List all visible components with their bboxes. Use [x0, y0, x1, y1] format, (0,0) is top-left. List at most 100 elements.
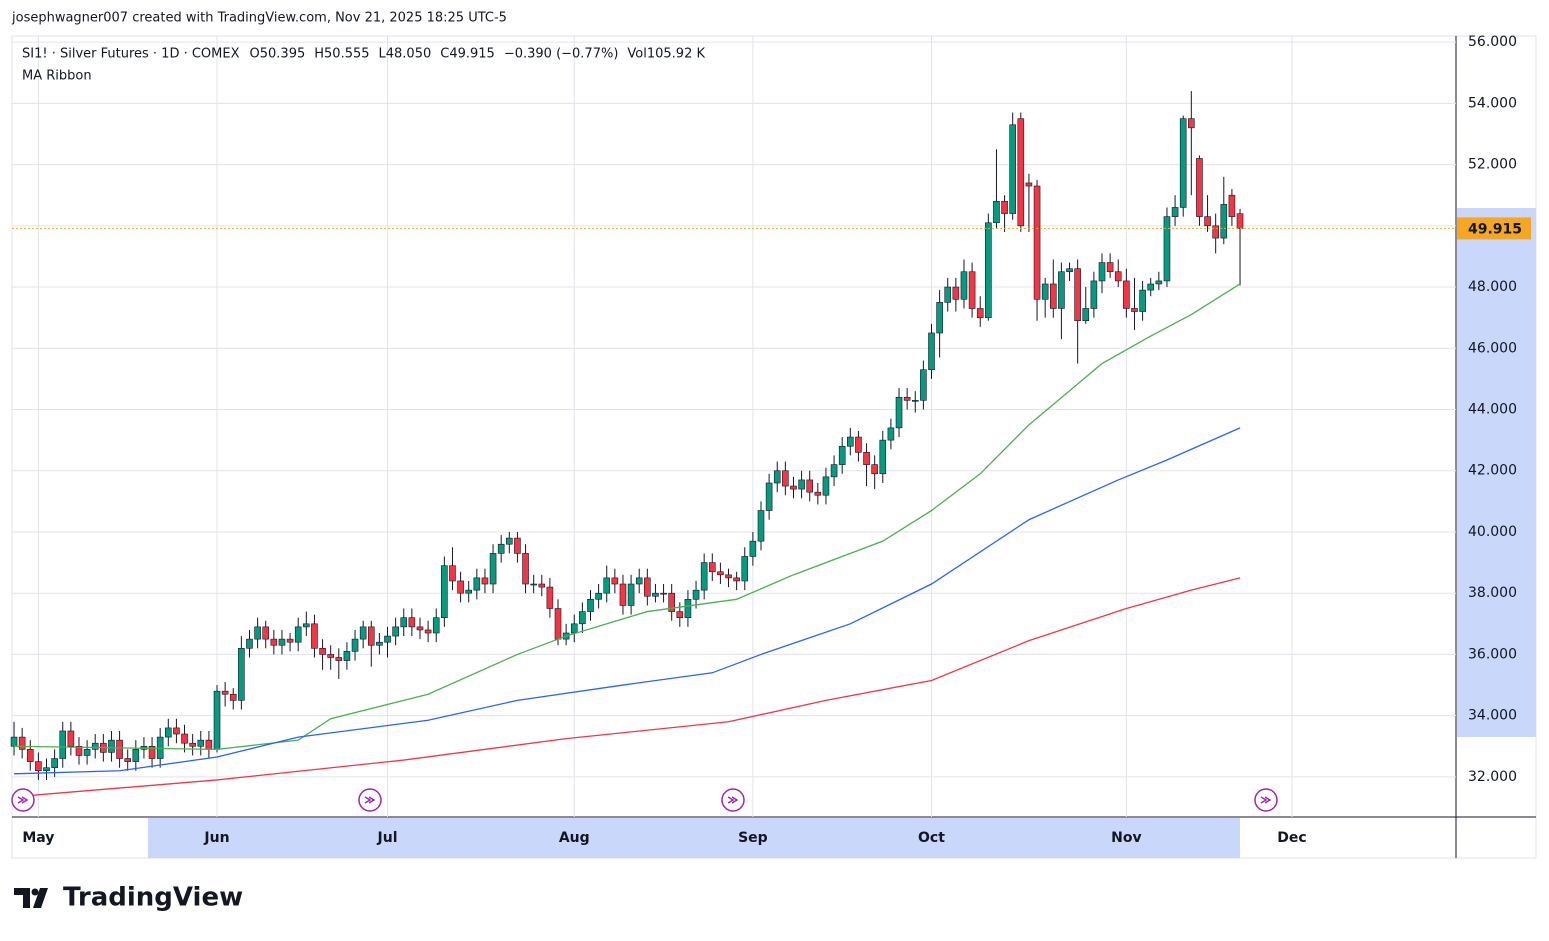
candle-body — [465, 589, 473, 594]
candle-body — [1106, 262, 1114, 273]
candle — [806, 470, 814, 502]
ohlc-stat: Vol105.92 K — [627, 47, 705, 62]
candle-body — [1017, 118, 1025, 227]
candle-body — [920, 369, 927, 401]
candle-body — [278, 638, 286, 646]
candle — [538, 574, 546, 597]
candle — [976, 296, 984, 327]
candle — [359, 620, 367, 649]
jump-icon[interactable] — [721, 788, 745, 812]
candle — [952, 277, 960, 312]
candle-body — [765, 482, 773, 511]
candle — [1171, 195, 1179, 226]
candle-body — [619, 583, 627, 606]
candle — [871, 455, 878, 490]
candle — [343, 642, 351, 670]
candle-body — [708, 562, 716, 573]
candle-body — [497, 543, 505, 554]
candle — [595, 584, 602, 609]
y-tick-label: 40.000 — [1468, 524, 1517, 540]
candle — [246, 629, 253, 658]
candle — [1001, 195, 1008, 232]
candle — [416, 617, 424, 640]
candle — [1196, 155, 1203, 226]
candle — [911, 391, 919, 413]
candle — [91, 734, 99, 759]
candle — [221, 681, 229, 707]
jump-icon[interactable] — [358, 788, 382, 812]
y-tick-label: 54.000 — [1468, 95, 1517, 111]
candle-body — [830, 464, 838, 478]
candle-body — [449, 565, 456, 582]
candle-body — [1220, 204, 1228, 239]
candle-body — [879, 439, 887, 475]
candle — [1074, 259, 1081, 364]
candle-body — [1204, 216, 1211, 227]
candle-body — [1049, 283, 1057, 309]
time-range-highlight — [148, 818, 1240, 858]
candle-body — [668, 592, 675, 612]
candle — [668, 584, 675, 621]
candle — [1066, 262, 1073, 281]
candle-body — [684, 599, 692, 618]
symbol-title: SI1! · Silver Futures · 1D · COMEX — [22, 47, 240, 62]
candle-body — [514, 537, 521, 554]
candle — [847, 427, 854, 456]
candle-body — [1058, 271, 1065, 309]
candle-body — [993, 201, 1000, 224]
candle-body — [26, 749, 34, 762]
candle — [530, 574, 537, 594]
candle-body — [985, 222, 992, 318]
candle — [1082, 287, 1090, 324]
candle-body — [335, 657, 343, 661]
y-tick-label: 36.000 — [1468, 646, 1517, 662]
candle-body — [692, 589, 700, 600]
layout — [11, 35, 1537, 859]
candle — [993, 149, 1000, 229]
candle-body — [741, 556, 749, 582]
candle — [838, 437, 846, 474]
candle — [497, 535, 505, 563]
candle — [1033, 179, 1041, 321]
candle — [197, 730, 205, 756]
candle-body — [327, 654, 334, 658]
candle — [757, 501, 765, 551]
candle-body — [311, 623, 318, 649]
candle — [627, 574, 635, 615]
candle-body — [733, 577, 740, 582]
candle-body — [1179, 118, 1187, 208]
candle-body — [1131, 308, 1138, 312]
candle — [790, 476, 797, 499]
candle-body — [1139, 289, 1146, 312]
y-tick-label: 52.000 — [1468, 157, 1517, 173]
candle-body — [10, 736, 18, 747]
candle-body — [554, 608, 562, 640]
candle — [213, 685, 221, 753]
candle — [173, 718, 180, 744]
candle — [985, 213, 992, 321]
candle-body — [538, 583, 546, 588]
candle — [181, 724, 188, 753]
candle — [384, 626, 391, 658]
candle — [936, 290, 943, 358]
candle-body — [229, 693, 237, 701]
candle — [920, 360, 927, 410]
candle-body — [814, 491, 822, 496]
candle — [457, 571, 464, 603]
candle-body — [59, 730, 67, 759]
candle-body — [457, 580, 464, 594]
candle-body — [546, 586, 554, 609]
candle — [441, 556, 448, 627]
x-tick-label: Jul — [377, 830, 398, 846]
candle-body — [376, 641, 383, 646]
candle — [229, 688, 237, 710]
candle — [311, 614, 318, 658]
jump-icon[interactable] — [11, 788, 35, 812]
jump-icon[interactable] — [1254, 788, 1278, 812]
candle — [611, 568, 619, 594]
candle-body — [976, 308, 984, 318]
candle — [116, 730, 123, 768]
candle-body — [359, 626, 367, 640]
candle — [546, 577, 554, 618]
candle — [1155, 271, 1163, 291]
